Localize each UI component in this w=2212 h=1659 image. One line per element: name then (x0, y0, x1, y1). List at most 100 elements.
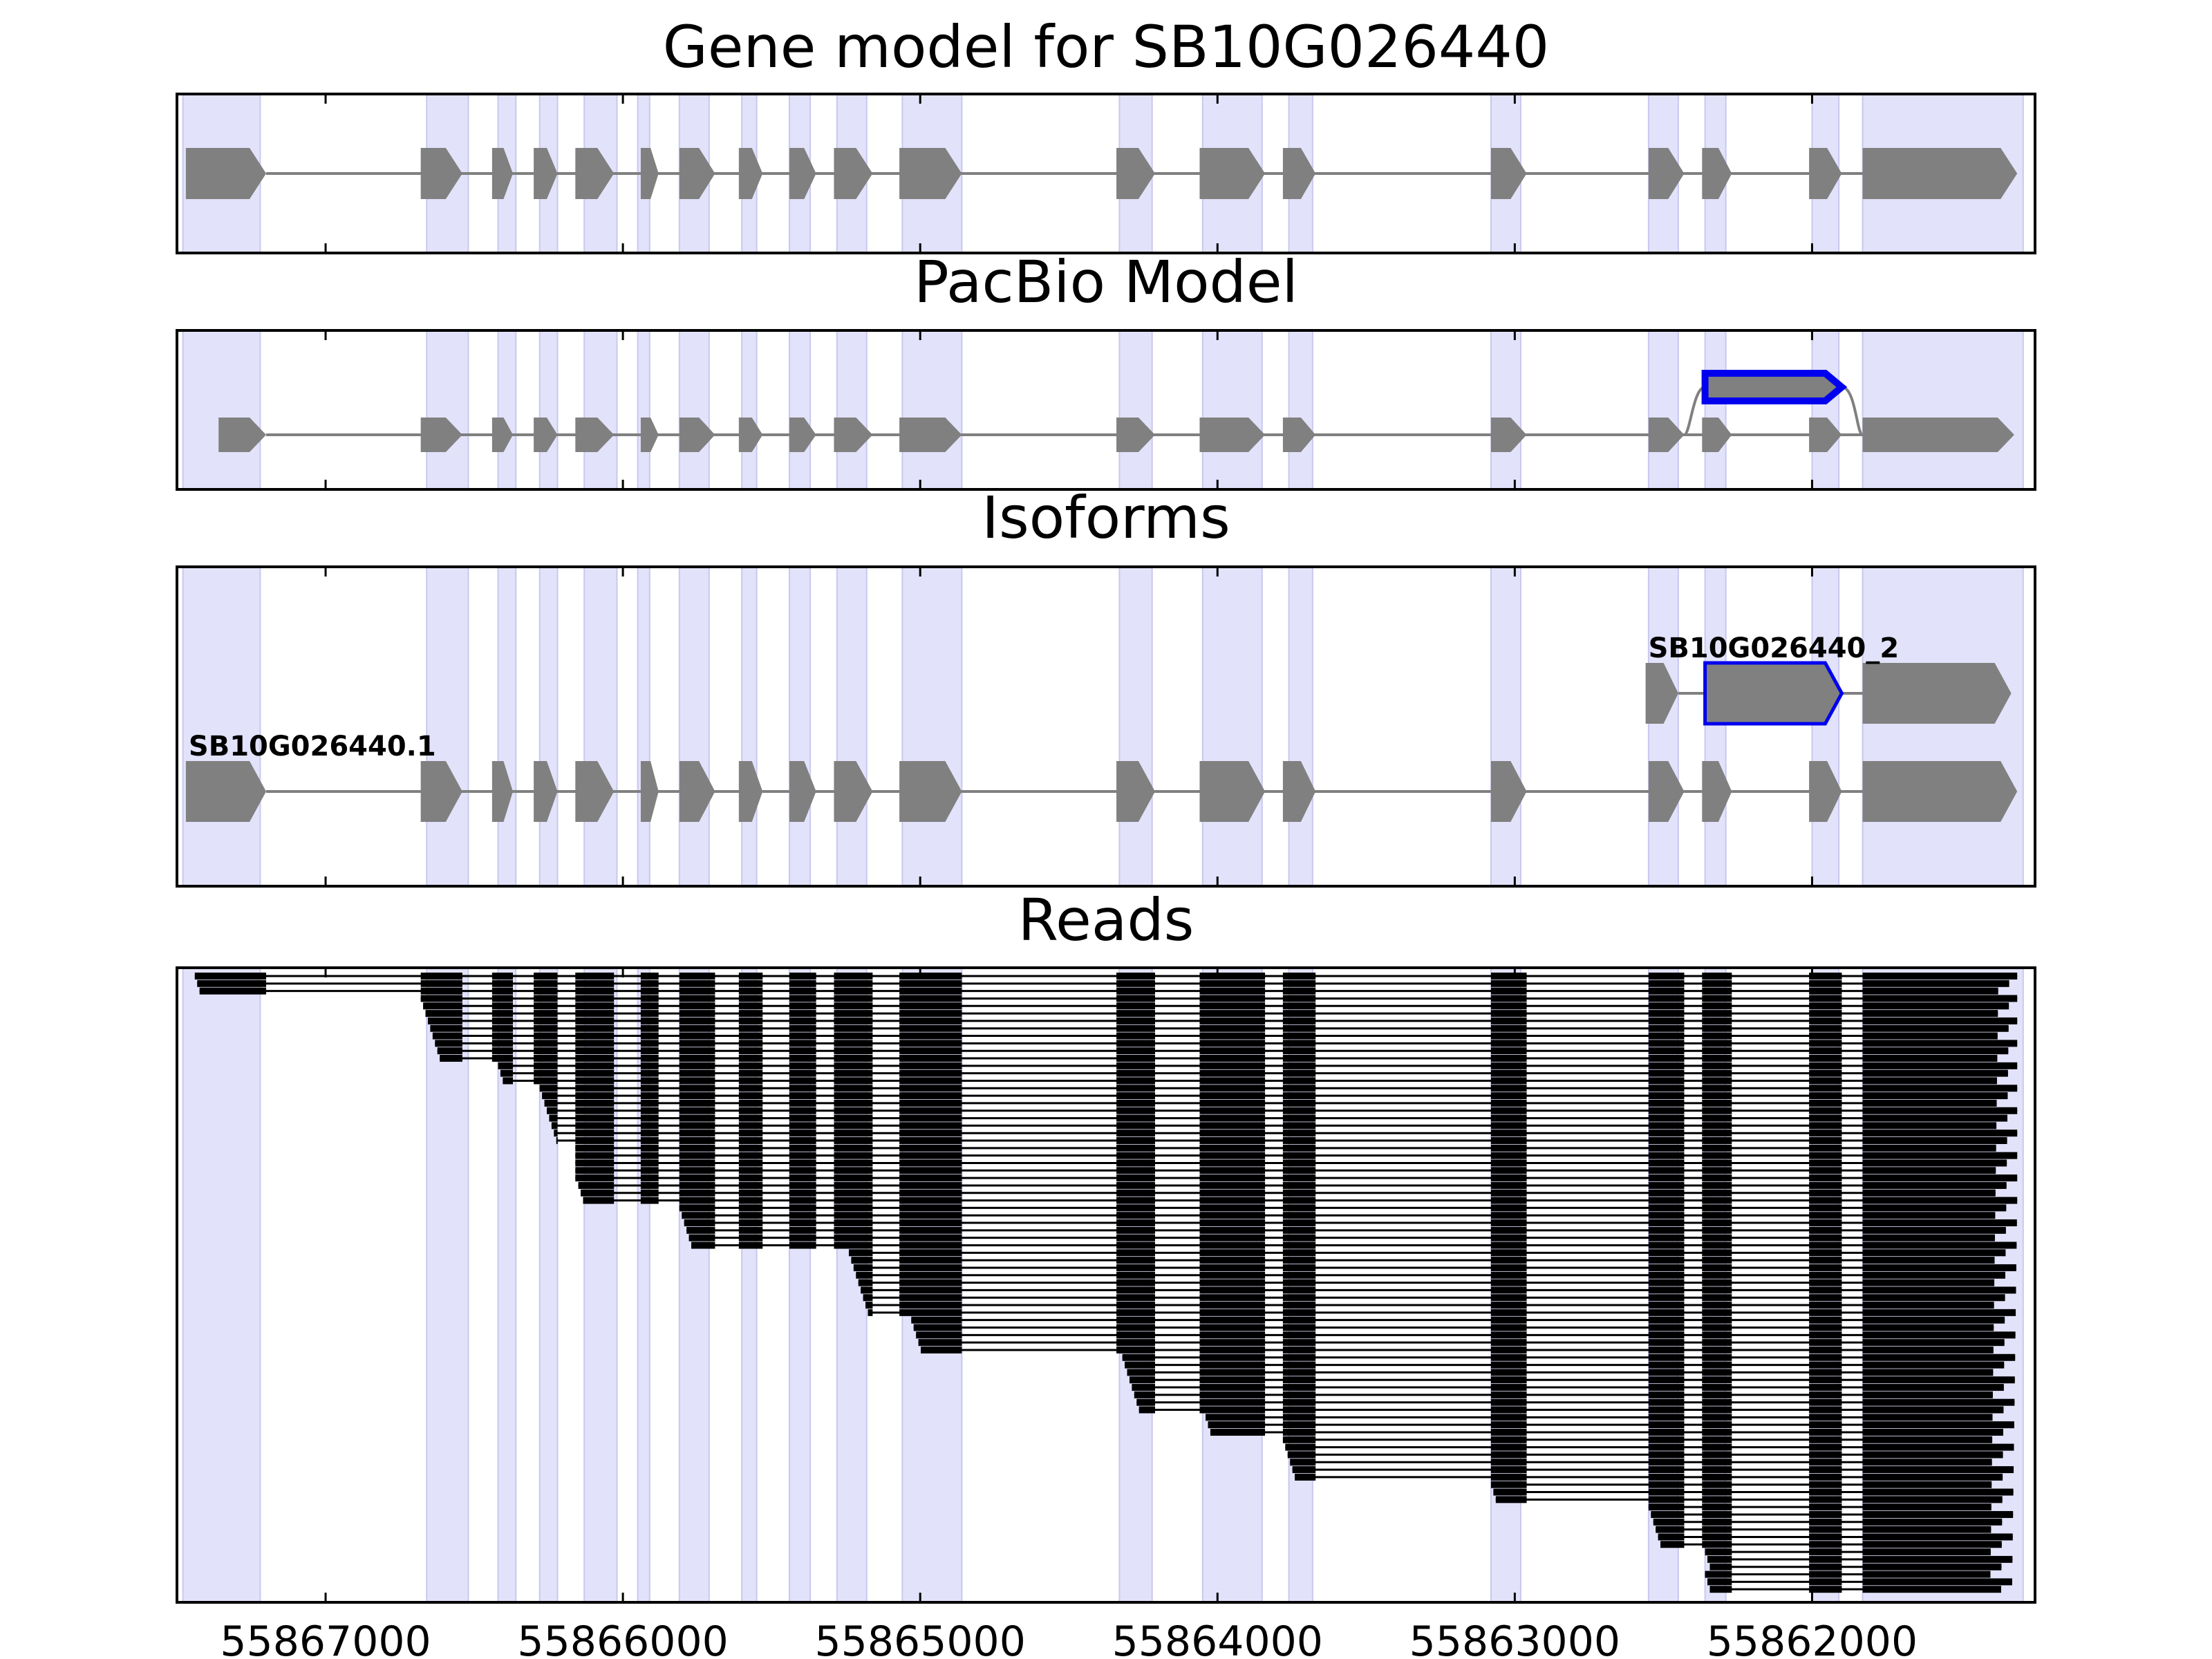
read-block (640, 1024, 659, 1032)
read-block (1116, 1294, 1155, 1302)
read-block (789, 1017, 816, 1024)
read-block (738, 1017, 763, 1024)
read-block (1809, 1159, 1842, 1167)
read-block (1648, 1152, 1685, 1159)
read-block (1199, 1122, 1266, 1130)
read-block (1282, 1353, 1316, 1361)
read-block (1490, 1219, 1527, 1227)
read-block (834, 1099, 873, 1107)
read-block (738, 1174, 763, 1182)
read-block (1199, 1212, 1266, 1219)
read-block (1199, 1002, 1266, 1010)
read-block (1809, 1099, 1842, 1107)
read-block (1490, 1339, 1527, 1347)
read-block (1702, 1518, 1732, 1526)
read-block (1116, 987, 1155, 995)
read-block (1282, 1391, 1316, 1398)
read-block (899, 1032, 962, 1040)
read-block (640, 1174, 659, 1182)
read-block (1648, 1099, 1685, 1107)
read-block (1199, 1353, 1266, 1361)
exon-shade-region (1647, 330, 1679, 490)
read-block (679, 980, 715, 987)
read-block (1116, 1309, 1155, 1316)
read-block (834, 1159, 873, 1167)
read-block (1809, 1204, 1842, 1212)
read-block (679, 1122, 715, 1130)
read-block (1648, 1174, 1685, 1182)
read-block (1862, 1578, 2012, 1586)
read-block (1862, 1563, 2002, 1571)
read-block (1648, 1167, 1685, 1174)
pacbio-exon (534, 418, 558, 452)
read-block (1282, 1331, 1316, 1339)
read-block (1809, 1309, 1842, 1316)
read-block (1199, 1309, 1266, 1316)
read-block (1702, 1473, 1732, 1481)
read-block (1809, 1391, 1842, 1398)
read-block (1862, 1331, 2016, 1339)
read-block (834, 1181, 873, 1189)
read-block (789, 1085, 816, 1092)
read-block (1809, 1152, 1842, 1159)
read-block (1199, 1181, 1266, 1189)
read-block (834, 1174, 873, 1182)
read-block (1862, 1159, 2007, 1167)
read-block (1862, 1391, 1993, 1398)
read-block (1116, 1257, 1155, 1264)
read-block (1862, 1144, 1996, 1152)
read-block (575, 1144, 615, 1152)
read-block (1809, 1085, 1842, 1092)
read-block (834, 1234, 873, 1241)
read-block (1862, 980, 2009, 987)
read-block (640, 1032, 659, 1040)
read-block (1809, 1526, 1842, 1533)
pacbio-highlight-exon (1701, 370, 1848, 404)
read-block (575, 1069, 615, 1077)
read-block (1282, 1122, 1316, 1130)
gene-exon (679, 148, 715, 199)
read-block (1199, 1032, 1266, 1040)
isoform-exon (1862, 663, 2012, 724)
read-block (738, 980, 763, 987)
read-block (1648, 1353, 1685, 1361)
read-block (834, 1167, 873, 1174)
read-block (1702, 1152, 1732, 1159)
read-block (1809, 1503, 1842, 1511)
read-block (913, 1324, 962, 1331)
read-block (899, 1122, 962, 1130)
read-block (789, 1055, 816, 1062)
pacbio-exon (491, 418, 513, 452)
pacbio-exon (899, 418, 962, 452)
read-block (1648, 1122, 1685, 1130)
read-block (1862, 1226, 2006, 1234)
read-block (1199, 1241, 1266, 1249)
read-block (1116, 1055, 1155, 1062)
read-block (534, 1010, 558, 1018)
read-block (899, 1024, 962, 1032)
read-block (1702, 1541, 1732, 1548)
read-block (1282, 1324, 1316, 1331)
read-block (1282, 1369, 1316, 1376)
read-block (1282, 1436, 1316, 1443)
read-block (1862, 1481, 1992, 1488)
read-block (1134, 1391, 1155, 1398)
read-block (1702, 1024, 1732, 1032)
pacbio-exon (1116, 418, 1155, 452)
read-block (1282, 1279, 1316, 1286)
read-block (1282, 1167, 1316, 1174)
read-block (1490, 1406, 1527, 1414)
exon-shade-region (1811, 330, 1840, 490)
read-block (1862, 1271, 2005, 1279)
read-block (575, 1077, 615, 1085)
read-block (1702, 1451, 1732, 1459)
exon-shade-region (1288, 330, 1313, 490)
read-block (640, 1092, 659, 1100)
exon-shade-region (678, 566, 710, 887)
read-block (1702, 1384, 1732, 1391)
read-block (1199, 1271, 1266, 1279)
read-block (1809, 980, 1842, 987)
isoform-exon (1282, 761, 1316, 822)
read-block (1648, 1398, 1685, 1406)
read-block (1648, 1384, 1685, 1391)
